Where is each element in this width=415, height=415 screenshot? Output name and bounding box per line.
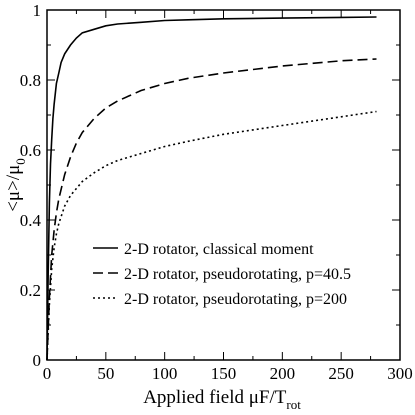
- y-tick-label: 0.2: [20, 281, 41, 300]
- series-line-3: [46, 110, 377, 361]
- x-axis-title: Applied field μF/Trot: [143, 387, 301, 412]
- legend-label-1: 2-D rotator, classical moment: [124, 241, 314, 258]
- x-tick-label: 50: [97, 364, 114, 383]
- y-tick-label: 0.6: [20, 141, 41, 160]
- y-tick-label: 0.4: [20, 211, 42, 230]
- plot-frame: [46, 9, 401, 361]
- y-axis-title-sub: 0: [13, 158, 28, 165]
- x-axis-title-sub: rot: [286, 397, 301, 412]
- legend-label-2: 2-D rotator, pseudorotating, p=40.5: [124, 266, 351, 283]
- y-tick-label: 0.8: [20, 71, 41, 90]
- legend: 2-D rotator, classical moment 2-D rotator…: [93, 241, 351, 308]
- y-tick-label: 0: [33, 351, 42, 370]
- y-axis-title-main: <μ>/μ: [3, 165, 24, 212]
- legend-label-3: 2-D rotator, pseudorotating, p=200: [124, 291, 347, 308]
- x-axis-title-main: Applied field μF/T: [143, 387, 287, 408]
- x-tick-label: 250: [328, 364, 354, 383]
- series-layer: [46, 16, 377, 361]
- x-tick-label: 150: [211, 364, 237, 383]
- ticks-layer: 0 50 100 150 200 250 300 0 0.2 0.4 0.6 0.8 1: [20, 1, 413, 383]
- x-tick-label: 100: [152, 364, 178, 383]
- x-tick-label: 300: [387, 364, 413, 383]
- x-tick-label: 200: [270, 364, 296, 383]
- series-line-2: [46, 58, 377, 361]
- series-line-1: [46, 16, 377, 361]
- y-axis-title: <μ>/μ0: [3, 158, 28, 212]
- y-tick-label: 1: [33, 1, 42, 20]
- x-tick-label: 0: [43, 364, 52, 383]
